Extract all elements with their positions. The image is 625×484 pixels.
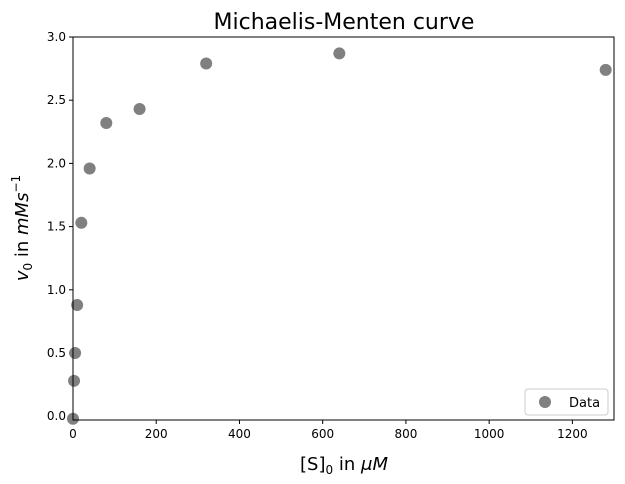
x-tick-label: 600 — [311, 427, 334, 441]
data-point — [599, 63, 612, 76]
y-axis-ticks: 0.0 0.5 1.0 1.5 2.0 2.5 3.0 — [47, 30, 73, 423]
data-point — [200, 57, 213, 70]
y-axis-label-unit: mMs — [12, 193, 33, 235]
y-tick-label: 1.5 — [47, 220, 66, 234]
y-tick-label: 2.0 — [47, 156, 66, 170]
legend-marker — [539, 396, 551, 408]
y-axis-label-sub: 0 — [21, 263, 35, 271]
x-tick-label: 800 — [394, 427, 417, 441]
x-axis-label-sub: 0 — [326, 463, 334, 477]
legend-label-data: Data — [569, 396, 600, 411]
data-point — [68, 374, 81, 387]
y-tick-label: 1.0 — [47, 283, 66, 297]
data-point — [75, 216, 88, 229]
x-tick-label: 0 — [69, 427, 77, 441]
x-axis-label-base: [S] — [300, 454, 325, 475]
y-tick-label: 0.5 — [47, 346, 66, 360]
y-axis-label-var: v — [12, 270, 33, 281]
x-tick-label: 200 — [145, 427, 168, 441]
x-axis-label: [S]0 in μM — [300, 454, 388, 477]
data-point — [83, 162, 96, 175]
chart-title: Michaelis-Menten curve — [214, 10, 475, 35]
data-point — [71, 298, 84, 311]
data-point — [69, 347, 82, 360]
x-axis-label-unit: μM — [360, 454, 388, 475]
y-tick-label: 3.0 — [47, 30, 66, 44]
legend: Data — [524, 388, 609, 416]
y-tick-label: 2.5 — [47, 93, 66, 107]
y-tick-label: 0.0 — [47, 409, 66, 423]
data-point — [333, 47, 346, 60]
y-axis-label-text: in — [12, 235, 33, 263]
data-point — [100, 116, 113, 129]
x-axis-ticks: 0 200 400 600 800 1000 1200 — [69, 420, 588, 441]
x-tick-label: 1200 — [557, 427, 588, 441]
data-point — [133, 103, 146, 116]
plot-frame — [72, 36, 615, 421]
x-axis-label-text: in — [333, 454, 361, 475]
y-axis-label-sup: −1 — [9, 175, 23, 193]
y-axis-label: v0 in mMs−1 — [9, 175, 35, 281]
legend-box — [524, 388, 609, 416]
x-tick-label: 1000 — [474, 427, 505, 441]
x-tick-label: 400 — [228, 427, 251, 441]
data-points — [67, 47, 612, 425]
